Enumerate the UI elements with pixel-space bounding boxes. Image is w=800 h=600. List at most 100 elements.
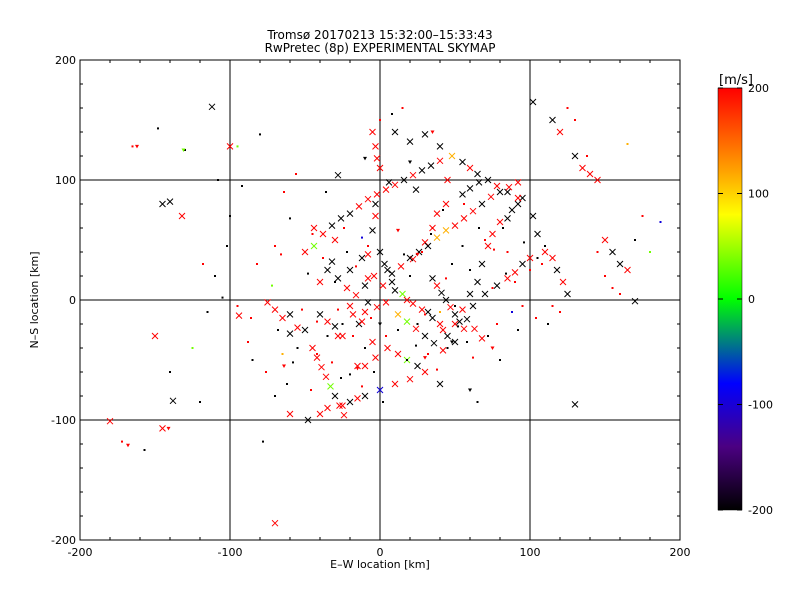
scatter-point-dot	[379, 119, 381, 121]
x-tick-label: 0	[377, 546, 384, 559]
scatter-point-x	[571, 152, 579, 160]
scatter-point-dot	[337, 308, 339, 311]
scatter-point-x	[466, 290, 474, 298]
scatter-point-x	[571, 401, 579, 408]
scatter-point-x	[166, 198, 174, 205]
scatter-point-x	[264, 299, 271, 306]
scatter-point-triangle	[126, 443, 130, 448]
scatter-point-x	[459, 306, 466, 313]
scatter-point-x	[406, 254, 414, 262]
scatter-point-x	[489, 230, 496, 238]
scatter-point-x	[391, 181, 399, 189]
scatter-point-dot	[289, 217, 291, 220]
scatter-point-x	[391, 380, 399, 388]
scatter-point-x	[624, 266, 631, 274]
scatter-point-dot	[517, 329, 519, 331]
y-tick-label: 100	[55, 174, 76, 187]
scatter-point-x	[388, 270, 396, 277]
scatter-point-dot	[649, 251, 651, 253]
scatter-point-x	[436, 157, 444, 165]
scatter-point-x	[496, 188, 504, 196]
scatter-point-dot	[574, 119, 576, 121]
scatter-point-x	[481, 290, 489, 298]
scatter-point-dot	[446, 347, 449, 349]
scatter-point-dot	[265, 371, 267, 373]
scatter-point-x	[409, 171, 417, 179]
scatter-point-x	[553, 266, 561, 274]
scatter-point-dot	[226, 245, 228, 247]
scatter-point-x	[466, 185, 474, 192]
scatter-point-dot	[283, 191, 285, 193]
scatter-point-x	[324, 404, 331, 412]
scatter-point-dot	[499, 359, 501, 361]
scatter-point-x	[376, 248, 384, 256]
scatter-point-dot	[131, 145, 134, 148]
scatter-point-x	[424, 242, 432, 250]
scatter-point-dot	[457, 325, 459, 328]
scatter-point-x	[382, 186, 390, 193]
scatter-point-dot	[493, 248, 495, 251]
scatter-point-dot	[559, 311, 561, 313]
scatter-point-dot	[466, 341, 468, 343]
scatter-point-dot	[184, 149, 186, 151]
scatter-point-dot	[505, 272, 507, 275]
scatter-point-x	[346, 210, 354, 217]
colorbar-tick-label: 0	[748, 293, 755, 306]
scatter-point-dot	[415, 344, 417, 347]
scatter-point-dot	[346, 251, 348, 253]
scatter-point-x	[478, 335, 486, 342]
scatter-point-x	[373, 155, 381, 162]
scatter-point-x	[478, 260, 486, 268]
scatter-point-x	[436, 320, 444, 328]
scatter-point-x	[438, 289, 445, 297]
scatter-point-x	[474, 170, 481, 178]
scatter-point-dot	[445, 277, 447, 280]
scatter-point-dot	[280, 253, 282, 256]
scatter-point-dot	[409, 275, 411, 277]
scatter-point-triangle	[468, 388, 472, 392]
scatter-point-x	[484, 176, 492, 184]
scatter-point-dot	[274, 245, 276, 247]
scatter-point-x	[504, 188, 511, 196]
scatter-point-triangle	[396, 228, 400, 233]
scatter-point-dot	[506, 251, 509, 253]
scatter-point-x	[106, 417, 114, 425]
scatter-point-dot	[251, 359, 254, 361]
scatter-point-dot	[487, 335, 489, 337]
scatter-point-x	[286, 410, 294, 418]
scatter-point-x	[361, 282, 369, 289]
scatter-point-dot	[619, 293, 621, 295]
scatter-point-x	[346, 266, 354, 274]
scatter-point-x	[294, 324, 301, 331]
scatter-point-x	[427, 162, 435, 169]
scatter-point-x	[504, 215, 511, 222]
scatter-point-x	[439, 347, 447, 354]
scatter-point-x	[541, 248, 549, 256]
scatter-point-dot	[325, 191, 327, 193]
scatter-point-dot	[436, 368, 438, 371]
scatter-point-x	[529, 212, 537, 220]
scatter-point-triangle	[166, 426, 171, 431]
scatter-point-dot	[277, 329, 279, 331]
scatter-point-dot	[476, 401, 479, 403]
chart-title: Tromsø 20170213 15:32:00–15:33:43	[266, 28, 492, 42]
scatter-point-dot	[536, 257, 539, 259]
scatter-point-x	[328, 222, 336, 229]
scatter-point-dot	[217, 179, 219, 181]
scatter-point-x	[331, 236, 339, 244]
scatter-point-x	[442, 227, 450, 234]
scatter-point-x	[433, 210, 441, 217]
scatter-point-dot	[454, 305, 456, 307]
scatter-point-x	[399, 290, 406, 298]
scatter-point-x	[364, 275, 372, 282]
scatter-point-dot	[349, 373, 351, 376]
scatter-point-dot	[281, 353, 284, 355]
scatter-point-triangle	[355, 366, 360, 371]
scatter-point-dot	[626, 143, 629, 145]
scatter-point-x	[316, 278, 324, 286]
scatter-point-x	[286, 311, 294, 318]
scatter-point-x	[382, 299, 390, 306]
scatter-point-dot	[421, 251, 423, 253]
scatter-point-x	[469, 207, 477, 215]
